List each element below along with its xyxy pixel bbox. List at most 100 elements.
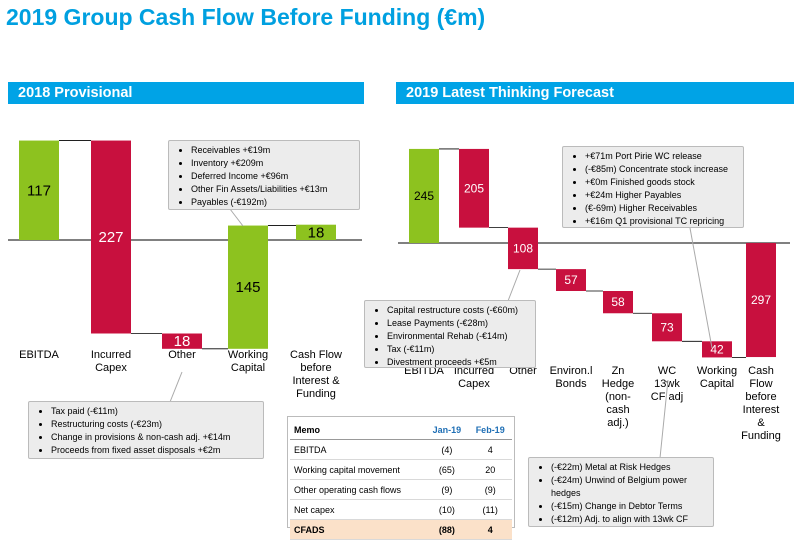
callout-item: Divestment proceeds +€5m xyxy=(387,356,529,369)
category-label: Cash Flow xyxy=(290,349,342,361)
bar-value-label: 145 xyxy=(235,279,260,296)
memo-header-label: Memo xyxy=(290,420,426,440)
bar-2 xyxy=(508,227,538,270)
callout-item: (€-69m) Higher Receivables xyxy=(585,202,737,215)
category-label: Funding xyxy=(741,430,781,442)
category-label: Other xyxy=(509,365,537,377)
table-row: Working capital movement (65) 20 xyxy=(290,459,512,480)
bar-value-label: 18 xyxy=(308,224,325,241)
memo-cell: (10) xyxy=(425,499,469,520)
bar-4 xyxy=(296,224,336,240)
callout-item: (-€24m) Unwind of Belgium power hedges xyxy=(551,474,707,500)
bar-4 xyxy=(603,291,633,314)
left-section-banner: 2018 Provisional xyxy=(8,82,364,104)
category-label: Incurred xyxy=(454,365,494,377)
table-row: EBITDA (4) 4 xyxy=(290,439,512,460)
memo-cell: Net capex xyxy=(290,499,426,520)
memo-cell: 4 xyxy=(468,439,512,460)
callout-item: Lease Payments (-€28m) xyxy=(387,317,529,330)
bar-value-label: 205 xyxy=(464,181,484,195)
callout-item: Change in provisions & non-cash adj. +€1… xyxy=(51,431,257,444)
category-label: Capex xyxy=(95,362,127,374)
category-label: before xyxy=(300,362,331,374)
right-section-banner: 2019 Latest Thinking Forecast xyxy=(396,82,794,104)
bar-5 xyxy=(652,313,682,342)
bar-value-label: 297 xyxy=(751,293,771,307)
bar-value-label: 58 xyxy=(611,295,625,309)
bar-value-label: 117 xyxy=(27,182,51,199)
bar-6 xyxy=(702,341,732,358)
bar-value-label: 73 xyxy=(660,320,674,334)
table-row: Net capex (10) (11) xyxy=(290,499,512,520)
memo-cell: (4) xyxy=(425,439,469,460)
category-label: cash xyxy=(606,404,629,416)
category-label: Working xyxy=(697,365,737,377)
category-label: Capital xyxy=(231,362,265,374)
category-label: EBITDA xyxy=(19,349,59,361)
memo-cell: (11) xyxy=(468,499,512,520)
category-label: & xyxy=(757,417,765,429)
memo-cell: Working capital movement xyxy=(290,459,426,480)
bar-2 xyxy=(162,333,202,349)
bar-1 xyxy=(459,148,489,228)
callout-right-other: Capital restructure costs (-€60m)Lease P… xyxy=(364,300,536,368)
category-label: Interest & xyxy=(292,375,340,387)
category-label: Capex xyxy=(458,378,490,390)
category-label: adj.) xyxy=(607,417,628,429)
callout-pointer xyxy=(659,379,669,459)
table-row: Other operating cash flows (9) (9) xyxy=(290,479,512,500)
bar-0 xyxy=(19,140,59,240)
memo-header-feb: Feb-19 xyxy=(468,420,512,440)
memo-cell: 4 xyxy=(468,519,512,540)
callout-pointer xyxy=(689,227,713,349)
memo-cell: EBITDA xyxy=(290,439,426,460)
memo-cell: (88) xyxy=(425,519,469,540)
category-label: Interest xyxy=(743,404,780,416)
callout-item: Restructuring costs (-€23m) xyxy=(51,418,257,431)
callout-item: +€71m Port Pirie WC release xyxy=(585,150,737,163)
bar-7 xyxy=(746,243,776,358)
callout-item: +€24m Higher Payables xyxy=(585,189,737,202)
category-label: (non- xyxy=(605,391,631,403)
category-label: Cash xyxy=(748,365,774,377)
page-title: 2019 Group Cash Flow Before Funding (€m) xyxy=(6,4,486,30)
callout-item: +€16m Q1 provisional TC repricing xyxy=(585,215,737,228)
callout-item: Inventory +€209m xyxy=(191,157,353,170)
memo-cell: 20 xyxy=(468,459,512,480)
bar-value-label: 42 xyxy=(710,342,724,356)
callout-left-other: Tax paid (-€11m)Restructuring costs (-€2… xyxy=(28,401,264,459)
category-label: before xyxy=(745,391,776,403)
callout-item: Tax (-€11m) xyxy=(387,343,529,356)
callout-item: Other Fin Assets/Liabilities +€13m xyxy=(191,183,353,196)
category-label: Other xyxy=(168,349,196,361)
memo-cell: Other operating cash flows xyxy=(290,479,426,500)
category-label: Flow xyxy=(749,378,772,390)
callout-right-working-capital: +€71m Port Pirie WC release(-€85m) Conce… xyxy=(562,146,744,228)
callout-pointer xyxy=(507,269,521,302)
callout-item: Receivables +€19m xyxy=(191,144,353,157)
category-label: Environ.l xyxy=(550,365,593,377)
callout-item: (-€22m) Metal at Risk Hedges xyxy=(551,461,707,474)
bar-3 xyxy=(556,269,586,291)
category-label: Working xyxy=(228,349,268,361)
category-label: Hedge xyxy=(602,378,634,390)
callout-item: Payables (-€192m) xyxy=(191,196,353,209)
callout-item: Deferred Income +€96m xyxy=(191,170,353,183)
category-label: Funding xyxy=(296,388,336,400)
callout-right-adjustments: (-€22m) Metal at Risk Hedges(-€24m) Unwi… xyxy=(528,457,714,527)
waterfall-charts: 117EBITDA227IncurredCapex18Other145Worki… xyxy=(8,140,790,459)
category-label: Zn xyxy=(612,365,625,377)
category-label: CF adj xyxy=(651,391,683,403)
category-label: Capital xyxy=(700,378,734,390)
bar-value-label: 245 xyxy=(414,189,434,203)
category-label: WC xyxy=(658,365,676,377)
callout-item: (-€15m) Change in Debtor Terms xyxy=(551,500,707,513)
category-label: Incurred xyxy=(91,349,131,361)
memo-cell: CFADS xyxy=(290,519,426,540)
bar-1 xyxy=(91,140,131,334)
memo-header-row: Memo Jan-19 Feb-19 xyxy=(290,420,512,440)
callout-item: Proceeds from fixed asset disposals +€2m xyxy=(51,444,257,457)
callout-item: Tax paid (-€11m) xyxy=(51,405,257,418)
bar-value-label: 18 xyxy=(174,333,191,350)
callout-pointer xyxy=(169,371,183,403)
